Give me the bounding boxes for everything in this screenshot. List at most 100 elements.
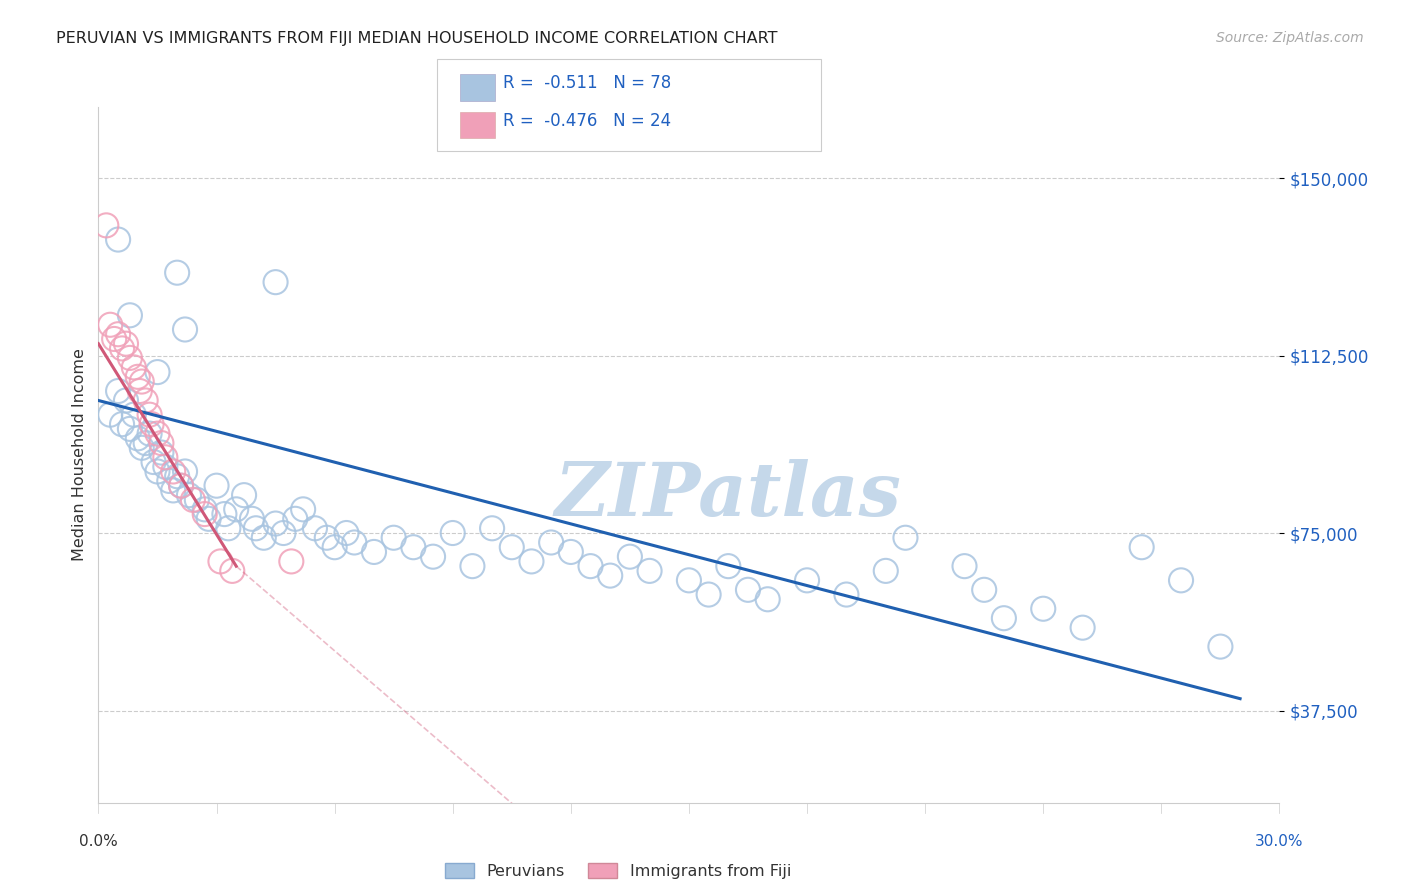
Point [638,564,661,578]
Point [501,540,523,554]
Text: ZIPatlas: ZIPatlas [555,458,901,532]
Text: R =  -0.476   N = 24: R = -0.476 N = 24 [503,112,672,129]
Point [240,512,263,526]
Point [155,450,177,465]
Point [599,568,621,582]
Point [194,502,217,516]
Text: 30.0%: 30.0% [1256,834,1303,849]
Text: R =  -0.511   N = 78: R = -0.511 N = 78 [503,74,672,92]
Point [115,393,138,408]
Point [118,351,141,365]
Point [214,507,236,521]
Point [162,483,184,498]
Point [209,554,232,568]
Point [150,436,173,450]
Point [170,478,193,492]
Point [894,531,917,545]
Point [150,445,173,459]
Point [170,478,193,492]
Point [166,469,188,483]
Point [186,492,208,507]
Point [122,360,145,375]
Point [98,408,121,422]
Point [157,474,180,488]
Point [138,426,160,441]
Point [273,526,295,541]
Point [138,408,160,422]
Text: Source: ZipAtlas.com: Source: ZipAtlas.com [1216,31,1364,45]
Point [174,465,197,479]
Point [315,531,337,545]
Point [217,521,239,535]
Point [756,592,779,607]
Point [292,502,315,516]
Point [107,233,129,247]
Point [973,582,995,597]
Point [304,521,326,535]
Point [221,564,243,578]
Point [363,545,385,559]
Point [174,322,197,336]
Point [166,266,188,280]
Point [127,431,149,445]
Point [835,588,858,602]
Point [343,535,366,549]
Point [111,342,134,356]
Point [697,588,720,602]
Point [107,327,129,342]
Point [142,455,165,469]
Point [796,574,818,588]
Point [245,521,267,535]
Point [520,554,543,568]
Point [135,393,157,408]
Point [122,408,145,422]
Point [103,332,125,346]
Point [1170,574,1192,588]
Point [177,488,200,502]
Point [441,526,464,541]
Point [197,512,219,526]
Point [717,559,740,574]
Point [146,426,169,441]
Legend: Peruvians, Immigrants from Fiji: Peruvians, Immigrants from Fiji [439,857,797,885]
Point [194,507,217,521]
Point [131,375,153,389]
Point [1130,540,1153,554]
Point [284,512,307,526]
Point [233,488,256,502]
Point [131,441,153,455]
Point [402,540,425,554]
Y-axis label: Median Household Income: Median Household Income [72,349,87,561]
Point [181,492,204,507]
Point [135,436,157,450]
Text: PERUVIAN VS IMMIGRANTS FROM FIJI MEDIAN HOUSEHOLD INCOME CORRELATION CHART: PERUVIAN VS IMMIGRANTS FROM FIJI MEDIAN … [56,31,778,46]
Point [96,219,118,233]
Point [118,422,141,436]
Point [678,574,700,588]
Point [253,531,276,545]
Point [98,318,121,332]
Point [115,336,138,351]
Point [146,465,169,479]
Point [875,564,897,578]
Point [155,459,177,474]
Point [560,545,582,559]
Point [205,478,228,492]
Point [264,516,287,531]
Point [737,582,759,597]
Point [540,535,562,549]
Point [382,531,405,545]
Point [280,554,302,568]
Point [128,384,150,398]
Point [619,549,641,564]
Point [141,417,163,432]
Text: 0.0%: 0.0% [79,834,118,849]
Point [461,559,484,574]
Point [118,308,141,322]
Point [422,549,444,564]
Point [162,465,184,479]
Point [953,559,976,574]
Point [111,417,134,432]
Point [335,526,357,541]
Point [323,540,346,554]
